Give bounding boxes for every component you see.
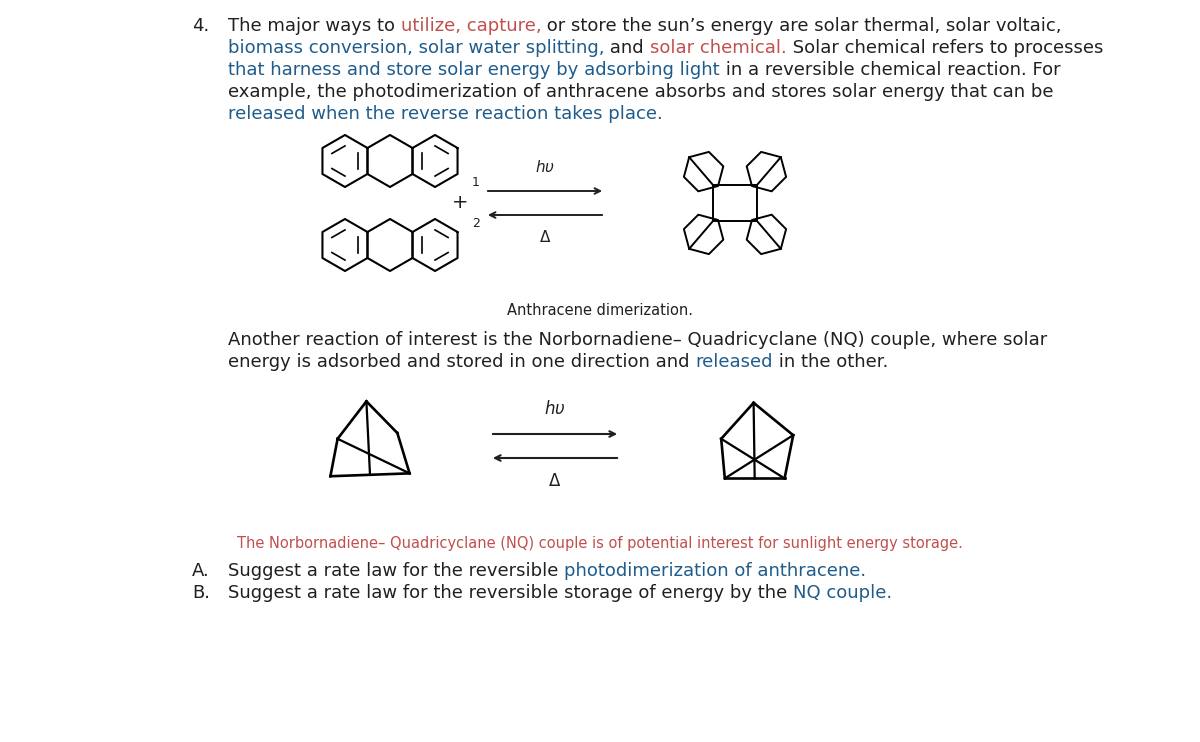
Text: energy is adsorbed and stored in one direction and: energy is adsorbed and stored in one dir… [228, 353, 695, 371]
Text: $\Delta$: $\Delta$ [548, 472, 562, 490]
Text: solar chemical.: solar chemical. [650, 39, 787, 57]
Text: photodimerization of anthracene.: photodimerization of anthracene. [564, 562, 866, 580]
Text: in the other.: in the other. [773, 353, 888, 371]
Text: Another reaction of interest is the Norbornadiene– Quadricyclane (NQ) couple, wh: Another reaction of interest is the Norb… [228, 331, 1048, 349]
Text: +: + [451, 194, 468, 212]
Text: The major ways to: The major ways to [228, 17, 401, 35]
Text: released when the reverse reaction takes place.: released when the reverse reaction takes… [228, 105, 662, 123]
Text: 1: 1 [472, 176, 480, 189]
Text: or store the sun’s energy are solar thermal, solar voltaic,: or store the sun’s energy are solar ther… [541, 17, 1062, 35]
Text: and: and [605, 39, 650, 57]
Text: Anthracene dimerization.: Anthracene dimerization. [508, 303, 694, 318]
Text: Solar chemical refers to processes: Solar chemical refers to processes [787, 39, 1103, 57]
Text: biomass conversion, solar water splitting,: biomass conversion, solar water splittin… [228, 39, 605, 57]
Text: utilize, capture,: utilize, capture, [401, 17, 541, 35]
Text: that harness and store solar energy by adsorbing light: that harness and store solar energy by a… [228, 61, 720, 79]
Text: Suggest a rate law for the reversible storage of energy by the: Suggest a rate law for the reversible st… [228, 584, 793, 602]
Text: A.: A. [192, 562, 210, 580]
Text: $h\upsilon$: $h\upsilon$ [545, 400, 565, 418]
Text: Suggest a rate law for the reversible: Suggest a rate law for the reversible [228, 562, 564, 580]
Text: released: released [695, 353, 773, 371]
Text: $h\upsilon$: $h\upsilon$ [535, 159, 554, 175]
Text: 2: 2 [472, 217, 480, 230]
Text: example, the photodimerization of anthracene absorbs and stores solar energy tha: example, the photodimerization of anthra… [228, 83, 1054, 101]
Text: The Norbornadiene– Quadricyclane (NQ) couple is of potential interest for sunlig: The Norbornadiene– Quadricyclane (NQ) co… [238, 536, 962, 551]
Text: NQ couple.: NQ couple. [793, 584, 892, 602]
Text: in a reversible chemical reaction. For: in a reversible chemical reaction. For [720, 61, 1061, 79]
Text: B.: B. [192, 584, 210, 602]
Text: $\Delta$: $\Delta$ [539, 229, 551, 245]
Text: 4.: 4. [192, 17, 209, 35]
